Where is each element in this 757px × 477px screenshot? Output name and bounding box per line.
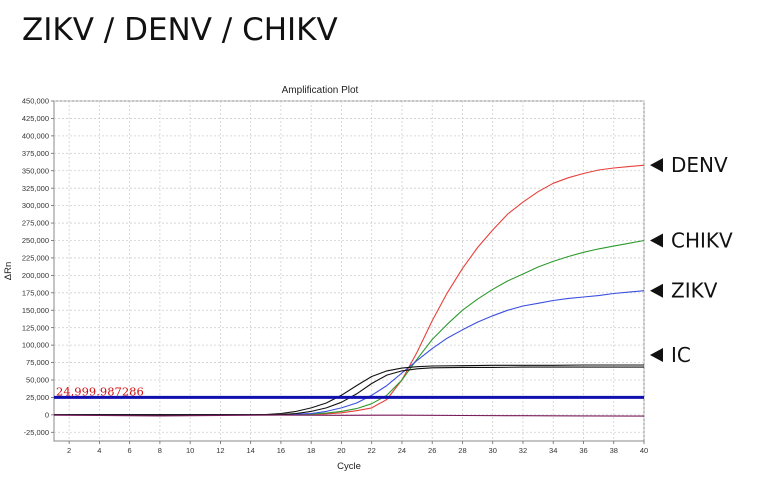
x-axis-ticks: 2 4 6 8 10 12 14 16 18 20 22 24 26 28 30 32 34 36 38 40 xyxy=(67,441,648,455)
y-tick-label: 75,000 xyxy=(26,358,49,367)
y-tick-label: 25,000 xyxy=(26,393,49,402)
y-tick-label: -25,000 xyxy=(24,428,49,437)
x-tick-label: 28 xyxy=(458,446,466,455)
y-tick-label: 325,000 xyxy=(22,184,49,193)
x-tick-label: 14 xyxy=(246,446,254,455)
y-tick-label: 375,000 xyxy=(22,149,49,158)
y-tick-label: 300,000 xyxy=(22,201,49,210)
x-tick-label: 4 xyxy=(97,446,101,455)
x-tick-label: 2 xyxy=(67,446,71,455)
threshold: 24,999.987286 xyxy=(54,384,644,399)
series-label-ic: IC xyxy=(650,343,691,367)
grid-lines xyxy=(54,100,645,441)
y-tick-label: 175,000 xyxy=(22,288,49,297)
series-line-zikv xyxy=(54,290,645,416)
threshold-label: 24,999.987286 xyxy=(56,384,144,398)
x-tick-label: 24 xyxy=(398,446,406,455)
x-tick-label: 22 xyxy=(368,446,376,455)
x-tick-label: 30 xyxy=(489,446,497,455)
y-tick-label: 50,000 xyxy=(26,376,49,385)
y-tick-label: 250,000 xyxy=(22,236,49,245)
x-tick-label: 36 xyxy=(579,446,587,455)
y-axis-title: ΔRn xyxy=(3,262,14,281)
page-title: ZIKV / DENV / CHIKV xyxy=(22,12,338,48)
arrow-left-icon xyxy=(650,283,663,298)
y-tick-label: 425,000 xyxy=(22,114,49,123)
series-labels: DENV CHIKV ZIKV IC xyxy=(650,153,733,367)
x-tick-label: 34 xyxy=(549,446,557,455)
x-tick-label: 40 xyxy=(640,446,648,455)
series-line-denv xyxy=(54,164,645,416)
arrow-left-icon xyxy=(650,347,663,362)
x-tick-label: 20 xyxy=(337,446,345,455)
x-tick-label: 26 xyxy=(428,446,436,455)
series-lines xyxy=(53,164,645,417)
series-label-text: CHIKV xyxy=(671,228,733,252)
series-label-chikv: CHIKV xyxy=(650,228,733,252)
arrow-left-icon xyxy=(650,233,663,248)
series-line-baseline xyxy=(53,414,645,417)
y-tick-label: 0 xyxy=(45,410,49,419)
series-label-zikv: ZIKV xyxy=(650,279,718,303)
x-tick-label: 38 xyxy=(610,446,618,455)
y-tick-label: 450,000 xyxy=(22,97,49,106)
y-tick-label: 100,000 xyxy=(22,341,49,350)
x-tick-label: 32 xyxy=(519,446,527,455)
series-label-denv: DENV xyxy=(650,153,728,177)
series-line-chikv xyxy=(54,239,645,416)
y-tick-label: 200,000 xyxy=(22,271,49,280)
series-line-ic xyxy=(54,366,644,416)
y-tick-label: 225,000 xyxy=(22,254,49,263)
arrow-left-icon xyxy=(650,158,663,173)
x-tick-label: 12 xyxy=(216,446,224,455)
series-line-ic xyxy=(54,364,644,416)
y-tick-label: 275,000 xyxy=(22,219,49,228)
series-label-text: ZIKV xyxy=(671,279,718,303)
x-tick-label: 6 xyxy=(128,446,132,455)
y-tick-label: 350,000 xyxy=(22,166,49,175)
y-tick-label: 150,000 xyxy=(22,306,49,315)
x-tick-label: 16 xyxy=(277,446,285,455)
y-axis-ticks: -25,000 0 25,000 50,000 75,000 100,000 125,000… xyxy=(22,97,54,437)
y-tick-label: 125,000 xyxy=(22,323,49,332)
x-tick-label: 10 xyxy=(186,446,194,455)
series-label-text: DENV xyxy=(671,153,728,177)
x-tick-label: 8 xyxy=(158,446,162,455)
x-tick-label: 18 xyxy=(307,446,315,455)
plot-area xyxy=(53,100,645,442)
chart-title: Amplification Plot xyxy=(282,85,359,96)
y-tick-label: 400,000 xyxy=(22,131,49,140)
series-label-text: IC xyxy=(671,343,691,367)
x-axis-title: Cycle xyxy=(337,461,361,472)
